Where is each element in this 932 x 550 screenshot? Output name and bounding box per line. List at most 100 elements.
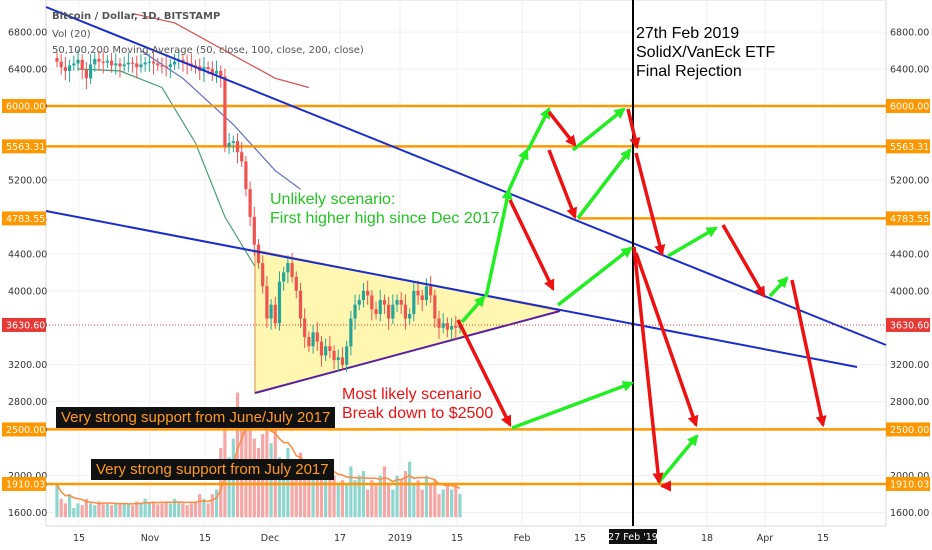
volume-bar (361, 471, 366, 518)
volume-bar (441, 489, 445, 518)
candle-body (441, 323, 445, 328)
y-tick-label-right: 2000.00 (890, 471, 929, 482)
volume-bar (72, 507, 76, 518)
candle-body (256, 244, 261, 264)
candle-body (114, 63, 118, 66)
candle-body (210, 69, 214, 74)
candle-body (378, 300, 382, 314)
price-badge-right-label: 6000.00 (890, 102, 929, 113)
candle-body (395, 300, 399, 305)
price-badge-right-label: 4783.55 (890, 214, 929, 225)
volume-bar (416, 480, 420, 518)
candle-body (122, 64, 126, 67)
scenario-arrow-green (571, 107, 626, 152)
candle-body (454, 325, 458, 328)
x-tick-label: 15 (73, 533, 85, 544)
candle-body (118, 63, 122, 67)
y-tick-label-left: 3200.00 (8, 360, 47, 371)
candle-body (240, 152, 244, 162)
candle-body (63, 67, 67, 71)
volume-bar (206, 503, 210, 518)
volume-bar (353, 480, 357, 518)
candle-body (156, 63, 160, 66)
candle-body (366, 290, 370, 296)
volume-bar (395, 475, 399, 518)
volume-bar (59, 498, 63, 518)
ma-label: 50,100,200 Moving Average (50, close, 10… (52, 45, 364, 56)
volume-bar (303, 461, 307, 518)
candle-body (450, 325, 454, 330)
candle-body (403, 304, 408, 319)
volume-bar (84, 498, 88, 518)
candle-body (298, 290, 303, 319)
volume-bar (357, 475, 361, 518)
volume-bar (88, 503, 93, 518)
price-badge-left (2, 476, 46, 491)
x-tick-label: 15 (574, 533, 586, 544)
candle-body (319, 341, 324, 356)
triangle-lower-trendline (254, 310, 561, 394)
candle-body (244, 161, 248, 190)
candle-body (437, 318, 441, 328)
volume-label: Vol (20) (52, 29, 91, 40)
x-tick-label: 18 (701, 533, 713, 544)
y-tick-label-left: 1600.00 (8, 508, 47, 519)
volume-bar (319, 461, 324, 518)
y-tick-label-right: 4000.00 (890, 286, 929, 297)
price-badge-left (2, 99, 46, 113)
volume-bar (80, 505, 84, 518)
y-tick-label-right: 4400.00 (890, 249, 929, 260)
candle-body (252, 216, 256, 245)
candle-body (382, 300, 387, 305)
candle-body (340, 357, 345, 365)
y-tick-label-left: 2800.00 (8, 397, 47, 408)
x-tick-label: Apr (757, 533, 774, 544)
candle-body (84, 69, 88, 79)
volume-bar (277, 457, 282, 518)
volume-bar (198, 494, 202, 518)
support-annotation-2017-june-july: Very strong support from June/July 2017 (56, 407, 336, 428)
candle-body (202, 67, 206, 71)
volume-bar (164, 501, 168, 518)
candle-body (303, 318, 307, 338)
x-tick-label: 15 (817, 533, 829, 544)
descending-trendline-upper (45, 6, 887, 346)
candle-body (345, 346, 349, 365)
candle-body (139, 64, 143, 68)
volume-bar (424, 475, 429, 518)
volume-bar (315, 471, 319, 518)
candle-body (235, 141, 240, 153)
candle-body (109, 60, 114, 66)
y-tick-label-left: 4400.00 (8, 249, 47, 260)
y-tick-label-right: 5200.00 (890, 175, 929, 186)
event-date-badge (609, 529, 657, 544)
price-badge-right (886, 139, 930, 154)
volume-bar (324, 480, 328, 518)
price-badge-left (2, 211, 46, 226)
candle-body (97, 58, 101, 62)
x-tick-label: 15 (451, 533, 463, 544)
candle-body (206, 67, 210, 70)
symbol-title: Bitcoin / Dollar, 1D, BITSTAMP (52, 11, 221, 22)
volume-bar (105, 503, 109, 518)
volume-bar (227, 457, 231, 518)
y-tick-label-right: 6800.00 (890, 28, 929, 39)
current-price-badge-label: 3630.60 (6, 320, 45, 331)
y-tick-label-left: 2000.00 (8, 471, 47, 482)
candle-body (67, 65, 72, 71)
candle-body (248, 189, 252, 217)
volume-bar (286, 447, 290, 518)
candle-body (168, 64, 172, 68)
candle-body (277, 281, 282, 324)
price-badge-right-label: 1910.03 (890, 479, 929, 490)
x-tick-label: Dec (261, 533, 279, 544)
current-price-badge-label: 3630.60 (890, 320, 929, 331)
price-badge-left-label: 2500.00 (6, 425, 45, 436)
candle-body (273, 304, 277, 324)
volume-bar (135, 501, 139, 518)
candle-body (72, 63, 76, 66)
scenario-arrow-green (556, 246, 633, 307)
candle-body (416, 290, 420, 296)
volume-bar (55, 484, 59, 518)
price-badge-left-label: 6000.00 (6, 102, 45, 113)
